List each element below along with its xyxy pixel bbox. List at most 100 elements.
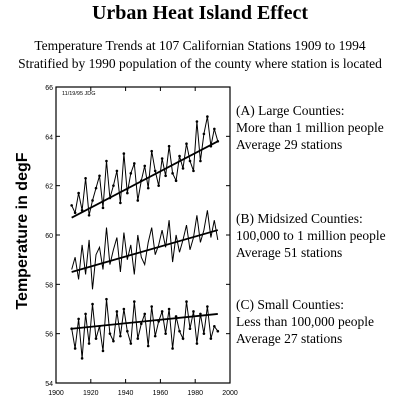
series-a-point bbox=[174, 179, 178, 183]
series-c-point bbox=[129, 342, 133, 345]
series-c-point bbox=[188, 327, 192, 331]
series-a-point bbox=[199, 159, 202, 163]
series-c-trend-line bbox=[71, 313, 218, 330]
series-a-point bbox=[101, 206, 105, 210]
series-a-point bbox=[167, 144, 171, 148]
series-c-point bbox=[181, 337, 185, 340]
series-a-point bbox=[70, 204, 73, 207]
group-b-desc: 100,000 to 1 million people bbox=[236, 228, 386, 243]
series-c-point bbox=[101, 349, 105, 353]
series-a-point bbox=[178, 154, 181, 158]
series-a-point bbox=[136, 199, 140, 202]
series-a-point bbox=[202, 132, 206, 136]
series-a-point bbox=[192, 169, 195, 173]
series-a-point bbox=[133, 162, 136, 165]
series-c-point bbox=[192, 310, 195, 313]
series-a-point bbox=[143, 164, 147, 168]
series-a-point bbox=[185, 142, 188, 146]
series-b-line bbox=[71, 210, 219, 290]
x-tick-label: 1920 bbox=[83, 390, 99, 397]
group-c-stations: Average 27 stations bbox=[236, 331, 343, 346]
series-c-point bbox=[77, 317, 80, 321]
series-a-point bbox=[206, 115, 209, 118]
series-c-point bbox=[164, 332, 167, 335]
y-tick-label: 64 bbox=[45, 134, 53, 141]
y-tick-label: 58 bbox=[45, 282, 53, 289]
series-a-point bbox=[150, 149, 153, 153]
series-a-point bbox=[73, 211, 77, 215]
series-c-point bbox=[206, 305, 209, 308]
series-c-point bbox=[209, 337, 213, 340]
series-c-point bbox=[160, 310, 164, 313]
series-c-point bbox=[105, 297, 108, 301]
series-a-point bbox=[164, 174, 167, 178]
y-tick-label: 62 bbox=[45, 184, 53, 191]
series-c-point bbox=[122, 307, 126, 311]
series-a-point bbox=[91, 199, 94, 202]
series-a-point bbox=[115, 169, 119, 173]
series-c-point bbox=[202, 332, 206, 335]
x-tick-label: 1980 bbox=[187, 390, 203, 397]
series-a-trend-line bbox=[71, 140, 219, 219]
series-a-point bbox=[153, 169, 157, 173]
series-c-point bbox=[153, 334, 157, 338]
y-tick-label: 56 bbox=[45, 332, 53, 339]
series-a-point bbox=[105, 159, 108, 163]
series-c-point bbox=[146, 344, 150, 348]
series-c-point bbox=[136, 337, 140, 340]
series-c-point bbox=[143, 312, 147, 316]
y-tick-label: 66 bbox=[45, 85, 53, 92]
series-a-point bbox=[112, 184, 115, 187]
group-c-name: (C) Small Counties: bbox=[236, 297, 344, 312]
y-tick-label: 54 bbox=[45, 381, 53, 388]
group-a-name: (A) Large Counties: bbox=[236, 103, 345, 118]
x-tick-label: 2000 bbox=[222, 390, 238, 397]
series-a-point bbox=[171, 172, 174, 175]
series-c-point bbox=[167, 307, 171, 311]
series-c-point bbox=[112, 339, 115, 343]
y-tick-label: 60 bbox=[45, 233, 53, 240]
series-a-point bbox=[98, 174, 101, 178]
series-a-point bbox=[181, 167, 185, 170]
series-a-point bbox=[87, 213, 91, 217]
series-c-point bbox=[87, 342, 91, 345]
series-c-point bbox=[73, 347, 77, 350]
series-c-point bbox=[115, 310, 119, 313]
group-c-annotation: (C) Small Counties: Less than 100,000 pe… bbox=[236, 296, 400, 347]
series-c-point bbox=[178, 329, 181, 333]
series-b-trend-line bbox=[71, 229, 219, 273]
series-c-point bbox=[139, 322, 143, 326]
chart-subtitle-line1: Temperature Trends at 107 Californian St… bbox=[34, 38, 366, 53]
series-c-point bbox=[80, 357, 84, 360]
group-b-annotation: (B) Midsized Counties: 100,000 to 1 mill… bbox=[236, 210, 400, 261]
series-a-point bbox=[146, 186, 150, 190]
series-a-point bbox=[188, 159, 192, 163]
series-c-line bbox=[71, 299, 219, 359]
series-c-point bbox=[94, 337, 98, 340]
series-c-point bbox=[199, 312, 202, 316]
series-a-point bbox=[84, 176, 87, 180]
series-a-point bbox=[119, 201, 122, 205]
series-c-point bbox=[213, 324, 216, 328]
series-a-point bbox=[157, 184, 160, 187]
chart-title: Urban Heat Island Effect bbox=[91, 2, 309, 24]
group-a-annotation: (A) Large Counties: More than 1 million … bbox=[236, 102, 400, 153]
series-a-point bbox=[94, 186, 98, 190]
group-c-desc: Less than 100,000 people bbox=[236, 314, 374, 329]
series-a-point bbox=[160, 157, 164, 160]
series-a-point bbox=[195, 120, 199, 123]
series-c-point bbox=[174, 315, 178, 318]
series-c-point bbox=[195, 342, 199, 345]
group-a-desc: More than 1 million people bbox=[236, 120, 384, 135]
series-c-point bbox=[84, 312, 87, 316]
x-tick-label: 1960 bbox=[153, 390, 169, 397]
series-c-point bbox=[185, 300, 188, 303]
series-a-point bbox=[122, 152, 126, 155]
series-c-point bbox=[133, 300, 136, 303]
series-c-point bbox=[150, 305, 153, 308]
group-b-stations: Average 51 stations bbox=[236, 245, 343, 260]
series-a-point bbox=[126, 191, 129, 195]
series-a-point bbox=[213, 127, 216, 131]
series-c-point bbox=[171, 347, 174, 350]
